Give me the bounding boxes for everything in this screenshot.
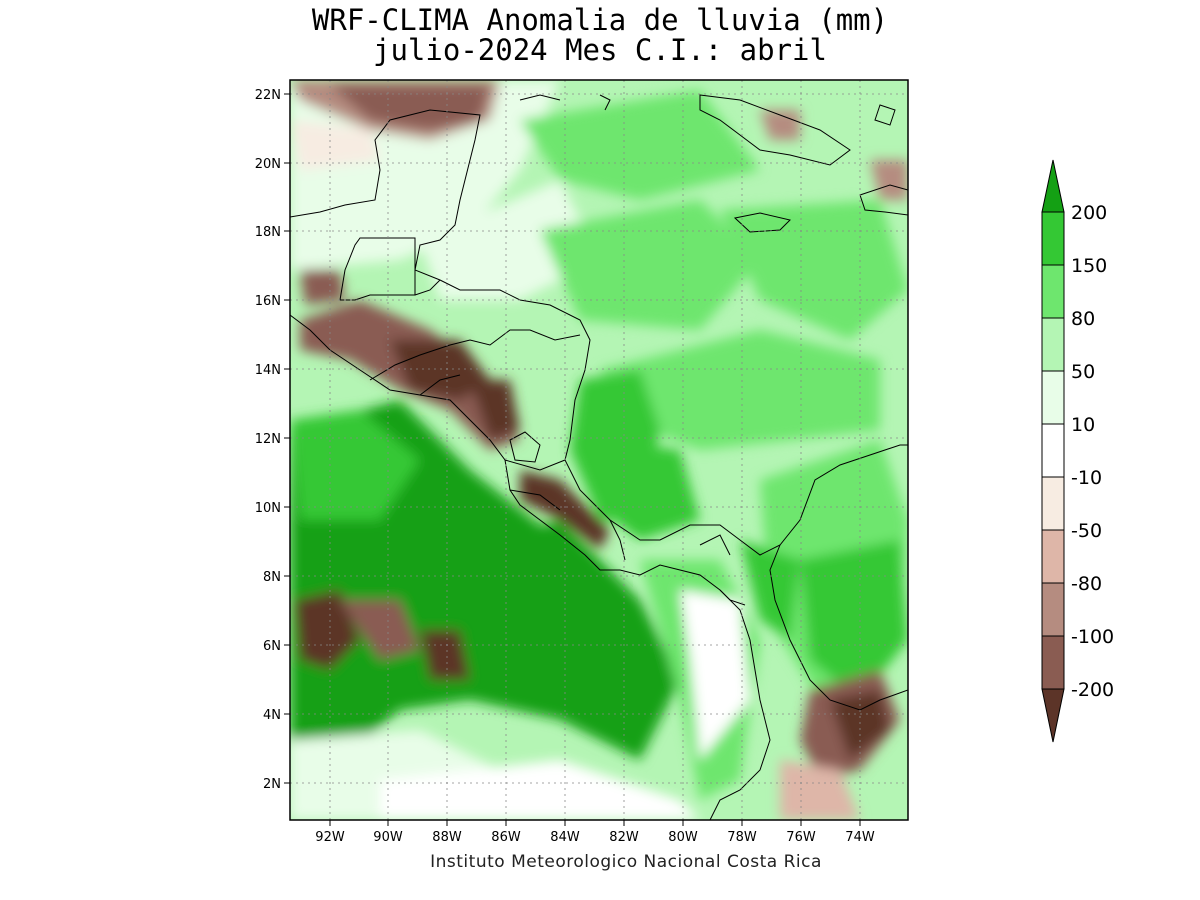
lon-tick-label: 76W — [786, 830, 816, 845]
lat-tick-label: 20N — [255, 157, 281, 172]
legend-label: -50 — [1071, 520, 1102, 542]
coastlines — [290, 94, 908, 820]
legend-swatch — [1041, 529, 1065, 584]
lat-tick-label: 18N — [255, 225, 281, 240]
legend-arrow-bottom — [1041, 688, 1065, 743]
lat-tick-label: 6N — [263, 639, 281, 654]
credit-text: Instituto Meteorologico Nacional Costa R… — [430, 852, 822, 872]
legend-swatch — [1041, 317, 1065, 372]
lat-tick-label: 10N — [255, 501, 281, 516]
map-title: WRF-CLIMA Anomalia de lluvia (mm) — [311, 3, 889, 37]
lon-tick-label: 78W — [727, 830, 757, 845]
lat-tick-label: 12N — [255, 432, 281, 447]
legend-label: -80 — [1071, 573, 1102, 595]
lat-tick-label: 14N — [255, 363, 281, 378]
lat-tick-label: 8N — [263, 570, 281, 585]
anomaly-field — [290, 80, 908, 820]
lat-tick-label: 16N — [255, 294, 281, 309]
lat-tick-label: 22N — [255, 88, 281, 103]
legend-label: 150 — [1071, 255, 1107, 277]
lat-tick-label: 2N — [263, 777, 281, 792]
lon-tick-label: 90W — [373, 830, 403, 845]
lat-axis: 22N 20N 18N 16N 14N 12N 10N 8N 6N 4N 2N — [255, 88, 290, 792]
lon-axis: 92W 90W 88W 86W 84W 82W 80W 78W 76W 74W — [315, 820, 875, 845]
legend-label: -200 — [1071, 679, 1114, 701]
lat-tick-label: 4N — [263, 708, 281, 723]
color-legend: 200 150 80 50 10 -10 -50 -80 -100 -200 — [1041, 159, 1114, 743]
legend-label: -100 — [1071, 626, 1114, 648]
legend-label: -10 — [1071, 467, 1102, 489]
legend-arrow-top — [1041, 159, 1065, 213]
lon-tick-label: 86W — [491, 830, 521, 845]
plot-frame — [289, 79, 909, 821]
legend-swatch — [1041, 635, 1065, 690]
legend-label: 80 — [1071, 308, 1095, 330]
legend-label: 200 — [1071, 202, 1107, 224]
legend-swatch — [1041, 582, 1065, 637]
legend-swatch — [1041, 211, 1065, 266]
legend-swatch — [1041, 476, 1065, 531]
lon-tick-label: 74W — [845, 830, 875, 845]
lon-tick-label: 92W — [315, 830, 345, 845]
legend-label: 10 — [1071, 414, 1095, 436]
legend-swatch — [1041, 423, 1065, 478]
legend-swatch — [1041, 370, 1065, 425]
legend-swatch — [1041, 264, 1065, 319]
grid-lines — [290, 80, 908, 820]
lon-tick-label: 80W — [668, 830, 698, 845]
map-subtitle: julio-2024 Mes C.I.: abril — [373, 33, 827, 67]
legend-label: 50 — [1071, 361, 1095, 383]
lon-tick-label: 88W — [432, 830, 462, 845]
lon-tick-label: 82W — [609, 830, 639, 845]
lon-tick-label: 84W — [550, 830, 580, 845]
